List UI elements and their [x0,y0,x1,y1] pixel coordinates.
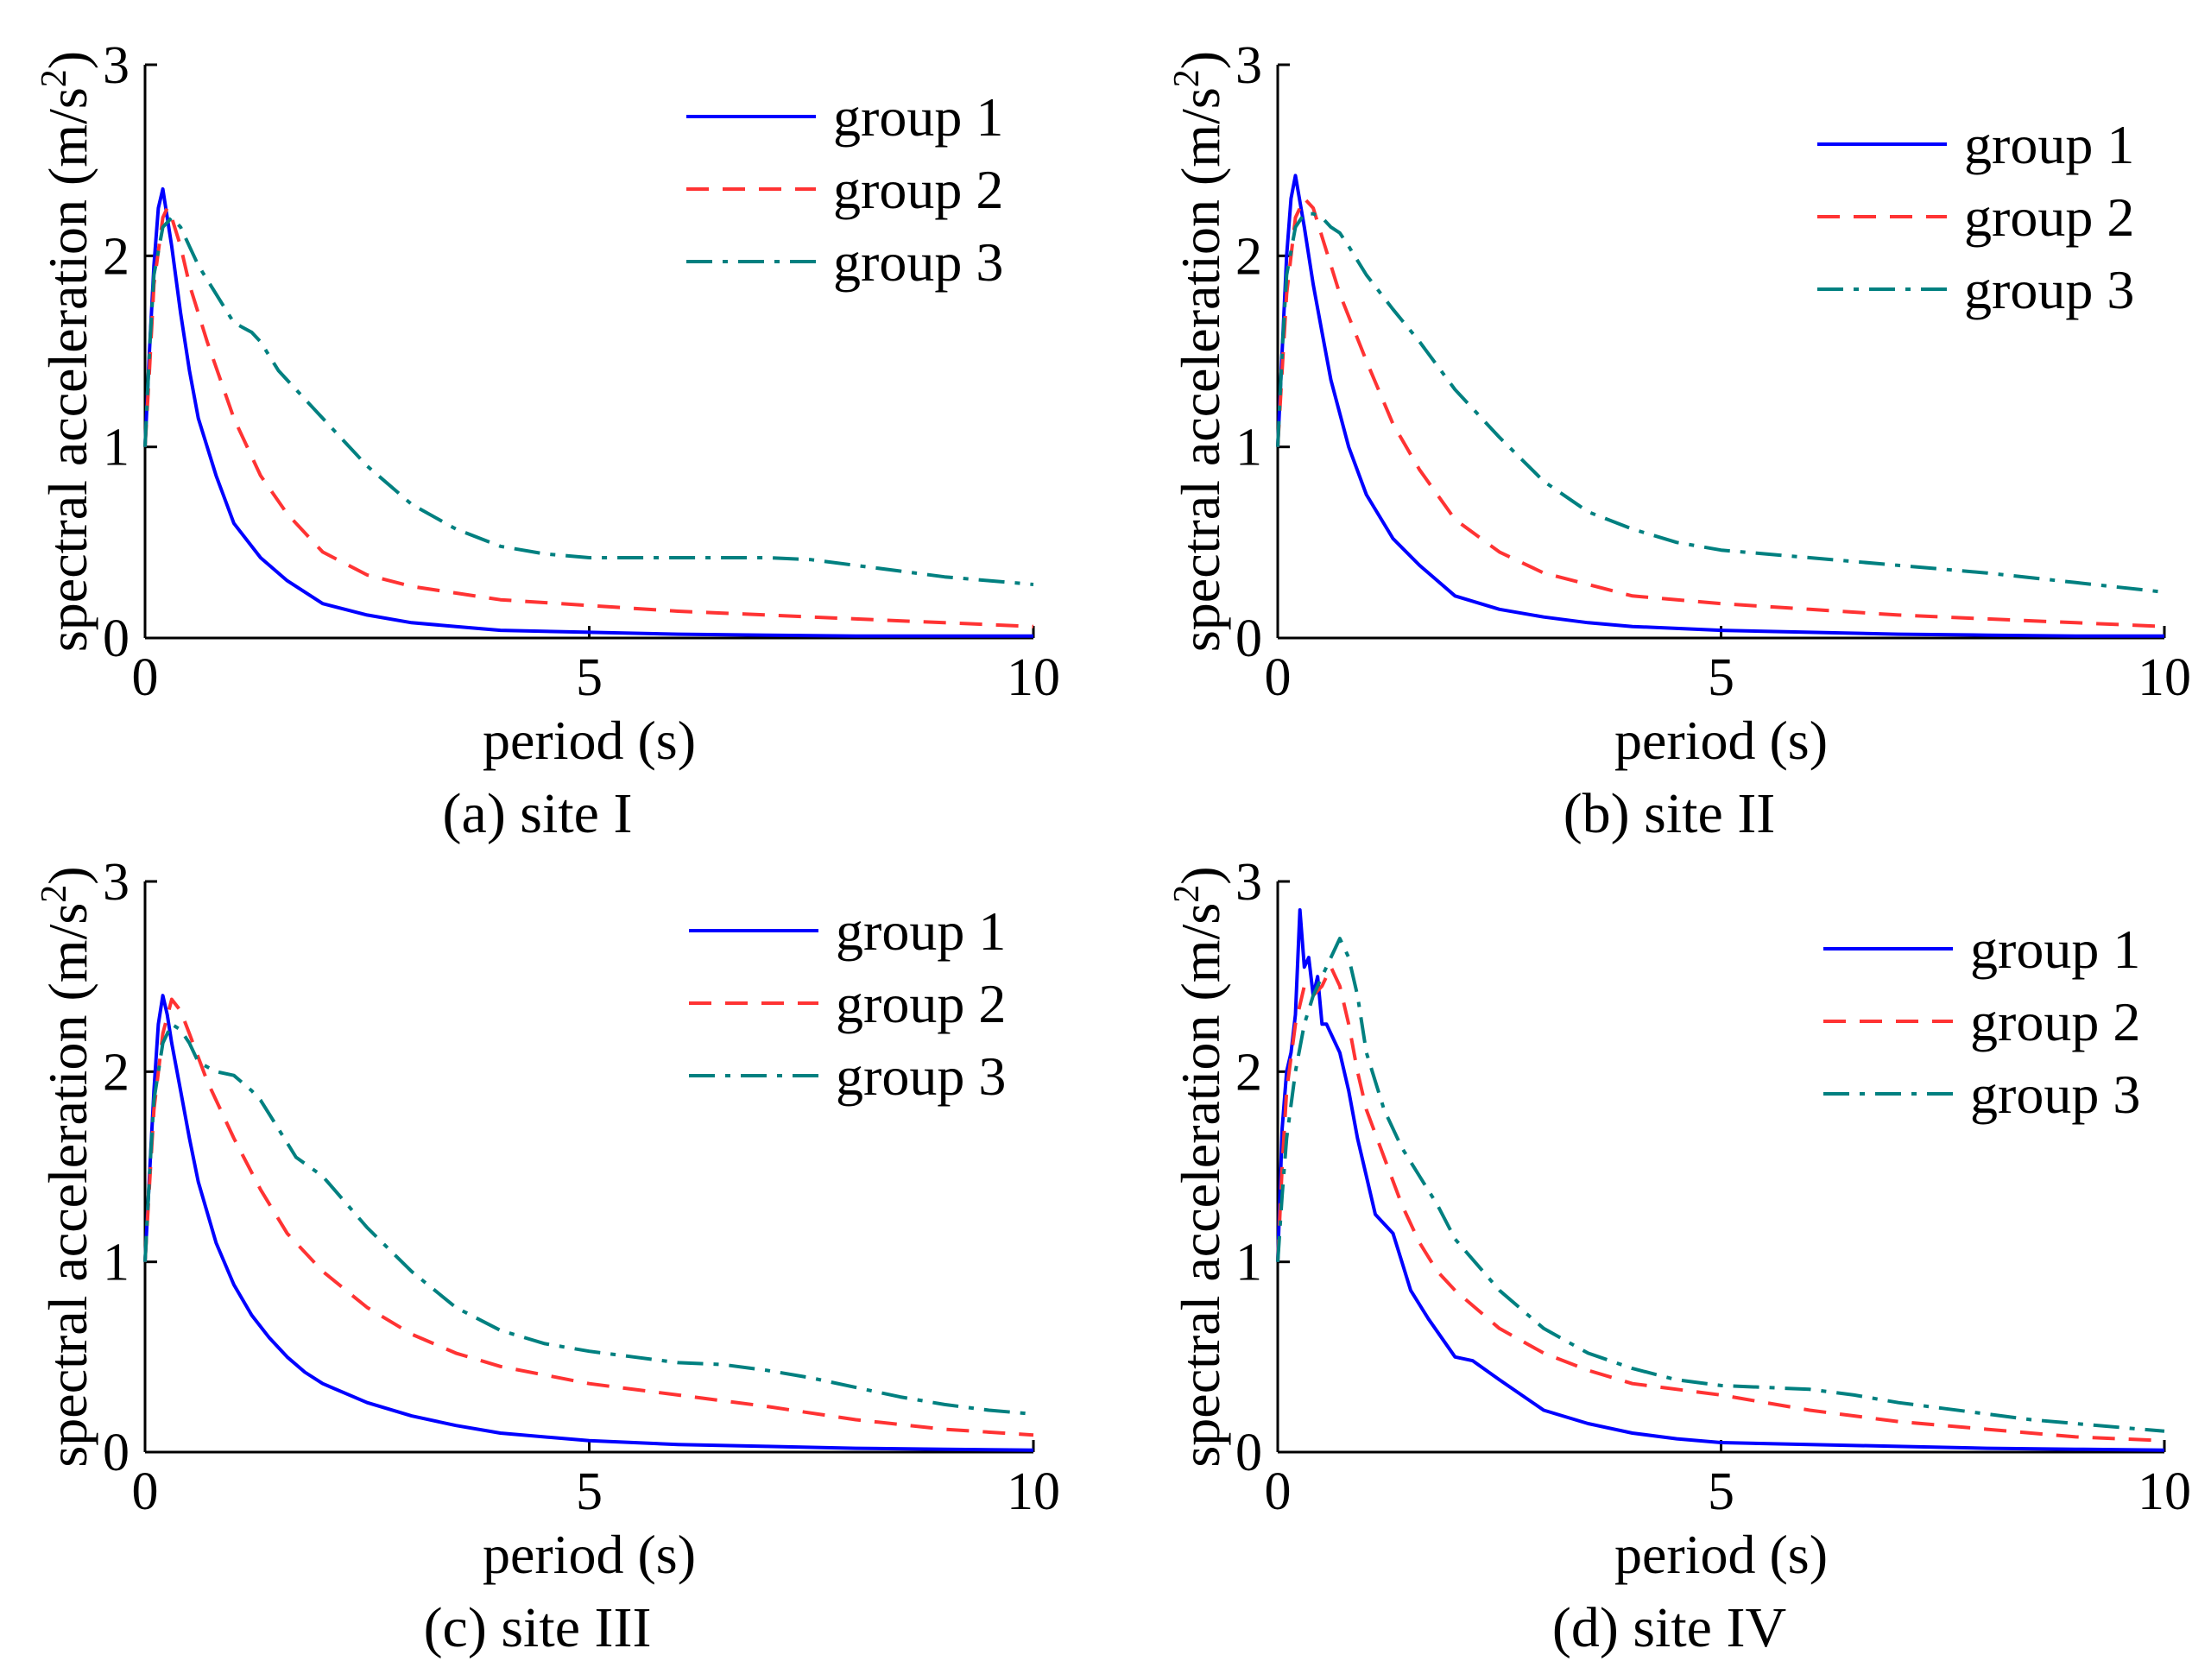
x-tick-label: 10 [2138,648,2191,707]
series-line-group-2 [1276,196,2165,628]
panel-caption: (c) site III [424,1596,652,1659]
x-axis-label: period (s) [483,710,696,771]
y-tick-label: 0 [103,609,130,668]
chart-panel-1: 0 5 10 0 1 2 3 period (s) spectral acceleration … [35,36,1060,845]
y-tick-label: 3 [1235,36,1262,95]
series-line-group-3 [1276,937,2165,1433]
y-axis-label-close: ) [37,866,98,884]
x-tick-label: 0 [1265,1462,1292,1521]
series-line-group-1 [1276,908,2165,1452]
legend-label: group 2 [1964,186,2134,248]
y-tick-label: 0 [103,1424,130,1482]
x-tick-label: 0 [132,648,159,707]
y-axis-label-close: ) [1170,51,1231,69]
panel-caption: (b) site II [1563,782,1776,845]
legend-label: group 2 [1970,991,2140,1052]
y-tick-label: 3 [1235,853,1262,912]
chart-panel-3: 0 5 10 0 1 2 3 period (s) spectral acceleration … [35,853,1060,1659]
legend-label: group 3 [833,231,1003,293]
legend: group 1 group 2 group 3 [1823,919,2140,1125]
x-tick-label: 10 [1007,648,1060,707]
y-axis-label: spectral acceleration (m/s2) [1167,866,1231,1467]
y-tick-label: 2 [1235,227,1262,286]
x-tick-label: 0 [1265,648,1292,707]
x-axis-label: period (s) [1614,1524,1828,1585]
x-tick-label: 5 [1708,1462,1734,1521]
series-line-group-3 [1276,212,2165,594]
panel-caption: (a) site I [443,782,633,845]
series-line-group-2 [143,997,1034,1437]
y-axis-label-main: spectral acceleration (m/s [37,903,98,1468]
y-axis-label-superscript: 2 [35,885,74,903]
y-tick-label: 3 [103,36,130,95]
legend-label: group 2 [833,159,1003,220]
y-axis-label-superscript: 2 [1167,69,1207,87]
y-axis-label-close: ) [1170,866,1231,884]
series-line-group-2 [1276,965,2165,1443]
x-tick-label: 10 [2138,1462,2191,1521]
y-tick-label: 1 [1235,419,1262,477]
chart-panel-4: 0 5 10 0 1 2 3 period (s) spectral acceleration … [1167,853,2191,1659]
x-tick-label: 5 [1708,648,1734,707]
legend-label: group 2 [836,973,1006,1034]
x-axis-label: period (s) [1614,710,1828,771]
y-axis-label: spectral acceleration (m/s2) [35,51,98,652]
legend: group 1 group 2 group 3 [686,86,1003,293]
legend: group 1 group 2 group 3 [689,900,1006,1107]
x-tick-label: 10 [1007,1462,1060,1521]
legend-label: group 1 [836,900,1006,962]
legend-label: group 1 [1964,114,2134,175]
x-tick-label: 5 [576,1462,603,1521]
y-tick-label: 2 [1235,1043,1262,1102]
y-axis-label-main: spectral acceleration (m/s [37,87,98,652]
legend-label: group 1 [1970,919,2140,980]
y-tick-label: 1 [1235,1234,1262,1292]
y-axis-label: spectral acceleration (m/s2) [35,866,98,1467]
y-axis-label-close: ) [37,51,98,69]
y-axis-label-superscript: 2 [35,69,74,87]
x-tick-label: 0 [132,1462,159,1521]
series-line-group-2 [143,206,1034,628]
panel-caption: (d) site IV [1552,1596,1786,1659]
legend-label: group 3 [1970,1064,2140,1125]
y-tick-label: 1 [103,1234,130,1292]
y-tick-label: 0 [1235,1424,1262,1482]
legend-label: group 3 [1964,259,2134,320]
x-tick-label: 5 [576,648,603,707]
y-tick-label: 3 [103,853,130,912]
y-tick-label: 2 [103,227,130,286]
legend-label: group 3 [836,1045,1006,1107]
y-tick-label: 2 [103,1043,130,1102]
series-line-group-1 [143,186,1033,638]
y-axis-label-superscript: 2 [1167,885,1207,903]
series-line-group-1 [143,994,1034,1452]
y-axis-label-main: spectral acceleration (m/s [1170,903,1231,1468]
series-line-group-3 [143,216,1034,586]
legend: group 1 group 2 group 3 [1817,114,2134,320]
series-line-group-1 [1276,174,2164,638]
y-tick-label: 0 [1235,609,1262,668]
y-tick-label: 1 [103,419,130,477]
x-axis-label: period (s) [483,1524,696,1585]
legend-label: group 1 [833,86,1003,148]
series-line-group-3 [143,1022,1034,1416]
y-axis-label: spectral acceleration (m/s2) [1167,51,1231,652]
y-axis-label-main: spectral acceleration (m/s [1170,87,1231,652]
chart-panel-2: 0 5 10 0 1 2 3 period (s) spectral acceleration … [1167,36,2191,845]
